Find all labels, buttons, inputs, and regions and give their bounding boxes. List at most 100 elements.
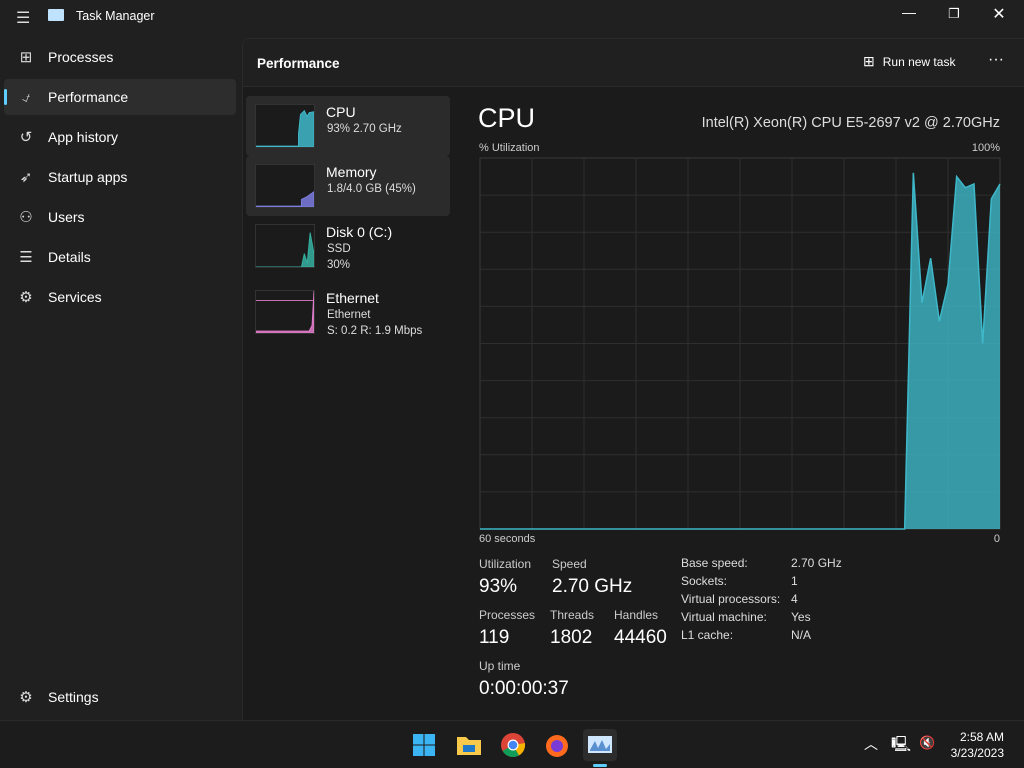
threads-value: 1802 (550, 627, 593, 648)
device-info: SSD (327, 243, 351, 255)
y-max-label: 100% (971, 142, 1000, 154)
device-disk[interactable]: Disk 0 (C:) SSD 30% (246, 216, 450, 276)
performance-icon: ⍻ (21, 88, 31, 106)
nav-startup-apps[interactable]: ➶ Startup apps (4, 159, 236, 195)
more-options-button[interactable]: ··· (988, 51, 1004, 68)
speed-label: Speed (552, 557, 587, 571)
title-bar: ☰ Task Manager — ❐ ✕ (0, 0, 1024, 32)
device-info: Ethernet (327, 309, 371, 321)
nav-label: Startup apps (48, 169, 128, 185)
nav-label: Details (48, 249, 91, 265)
spec-value: N/A (791, 628, 812, 642)
uptime-label: Up time (479, 659, 521, 673)
nav-label: Users (48, 209, 85, 225)
minimize-button[interactable]: — (902, 4, 916, 20)
active-indicator (593, 764, 607, 767)
device-info-2: 30% (327, 259, 351, 271)
file-explorer-icon (457, 737, 481, 755)
nav-label: Settings (48, 689, 99, 705)
x-right-label: 0 (993, 533, 1000, 545)
run-task-icon: ⊞ (863, 53, 875, 69)
startup-icon: ➶ (19, 169, 33, 186)
settings-icon: ⚙ (19, 689, 33, 706)
nav-services[interactable]: ⚙ Services (4, 279, 236, 315)
nav-label: Services (48, 289, 102, 305)
device-info-2: S: 0.2 R: 1.9 Mbps (327, 325, 423, 337)
spec-value: 1 (791, 574, 798, 588)
detail-title: CPU (478, 103, 536, 133)
chrome-icon (501, 733, 526, 758)
volume-muted-icon[interactable]: 🔇 (919, 735, 936, 750)
device-name: CPU (326, 104, 356, 120)
app-logo-icon (48, 9, 64, 21)
device-memory[interactable]: Memory 1.8/4.0 GB (45%) (246, 156, 450, 216)
spec-value: 2.70 GHz (791, 556, 842, 570)
uptime-value: 0:00:00:37 (479, 678, 569, 699)
utilization-label: Utilization (479, 557, 532, 571)
users-icon: ⚇ (19, 209, 33, 226)
nav-users[interactable]: ⚇ Users (4, 199, 236, 235)
start-button[interactable] (407, 729, 441, 761)
spec-value: Yes (791, 610, 811, 624)
utilization-area (480, 172, 1000, 529)
firefox-button[interactable] (540, 729, 574, 761)
device-thumbnail-graph (255, 104, 315, 148)
spec-label: Base speed: (681, 556, 748, 570)
speed-value: 2.70 GHz (552, 576, 633, 597)
taskbar: ︿ 🖳 🔇 2:58 AM 3/23/2023 (0, 720, 1024, 768)
device-thumbnail-graph (255, 290, 315, 334)
firefox-icon (546, 735, 568, 757)
services-icon: ⚙ (19, 289, 33, 306)
spec-label: Virtual machine: (681, 610, 767, 624)
nav-label: Performance (48, 89, 129, 105)
cpu-model: Intel(R) Xeon(R) CPU E5-2697 v2 @ 2.70GH… (701, 115, 1000, 131)
show-hidden-icons-button[interactable]: ︿ (864, 736, 878, 752)
task-manager-icon (588, 736, 612, 753)
spec-value: 4 (791, 592, 798, 606)
device-name: Disk 0 (C:) (326, 224, 393, 240)
history-icon: ↺ (19, 129, 33, 146)
y-axis-label: % Utilization (479, 142, 540, 154)
processes-icon: ⊞ (19, 49, 33, 66)
run-new-task-button[interactable]: ⊞ Run new task (863, 53, 956, 69)
processes-value: 119 (479, 627, 510, 648)
chrome-button[interactable] (496, 729, 530, 761)
start-icon (413, 734, 435, 756)
restore-button[interactable]: ❐ (948, 6, 960, 21)
utilization-value: 93% (479, 576, 518, 597)
clock-time[interactable]: 2:58 AM (959, 730, 1004, 744)
performance-pane: Performance ⊞ Run new task ··· CPU 93% 2… (242, 38, 1024, 720)
x-left-label: 60 seconds (479, 533, 536, 545)
spec-label: L1 cache: (681, 628, 734, 642)
clock-date[interactable]: 3/23/2023 (950, 746, 1004, 760)
window-title: Task Manager (76, 9, 155, 23)
nav-details[interactable]: ☰ Details (4, 239, 236, 275)
cpu-utilization-chart (479, 157, 1001, 530)
device-info: 1.8/4.0 GB (45%) (327, 183, 416, 195)
device-info: 93% 2.70 GHz (327, 123, 402, 135)
close-button[interactable]: ✕ (992, 6, 1006, 23)
handles-value: 44460 (614, 627, 667, 648)
nav-label: App history (48, 129, 119, 145)
spec-label: Sockets: (681, 574, 728, 588)
hamburger-menu-icon[interactable]: ☰ (16, 10, 31, 27)
network-icon[interactable]: 🖳 (891, 736, 912, 753)
nav-app-history[interactable]: ↺ App history (4, 119, 236, 155)
nav-label: Processes (48, 49, 114, 65)
page-header: Performance ⊞ Run new task ··· (243, 39, 1024, 87)
device-thumbnail-graph (255, 164, 315, 208)
nav-processes[interactable]: ⊞ Processes (4, 39, 236, 75)
device-name: Ethernet (326, 290, 379, 306)
file-explorer-button[interactable] (452, 729, 486, 761)
device-ethernet[interactable]: Ethernet Ethernet S: 0.2 R: 1.9 Mbps (246, 282, 450, 342)
nav-performance[interactable]: ⍻ Performance (4, 79, 236, 115)
threads-label: Threads (550, 608, 595, 622)
processes-label: Processes (479, 608, 536, 622)
nav-settings[interactable]: ⚙ Settings (4, 679, 236, 715)
spec-label: Virtual processors: (681, 592, 781, 606)
device-cpu[interactable]: CPU 93% 2.70 GHz (246, 96, 450, 156)
device-name: Memory (326, 164, 377, 180)
details-icon: ☰ (19, 249, 33, 266)
device-thumbnail-graph (255, 224, 315, 268)
task-manager-taskbar-button[interactable] (583, 729, 617, 767)
